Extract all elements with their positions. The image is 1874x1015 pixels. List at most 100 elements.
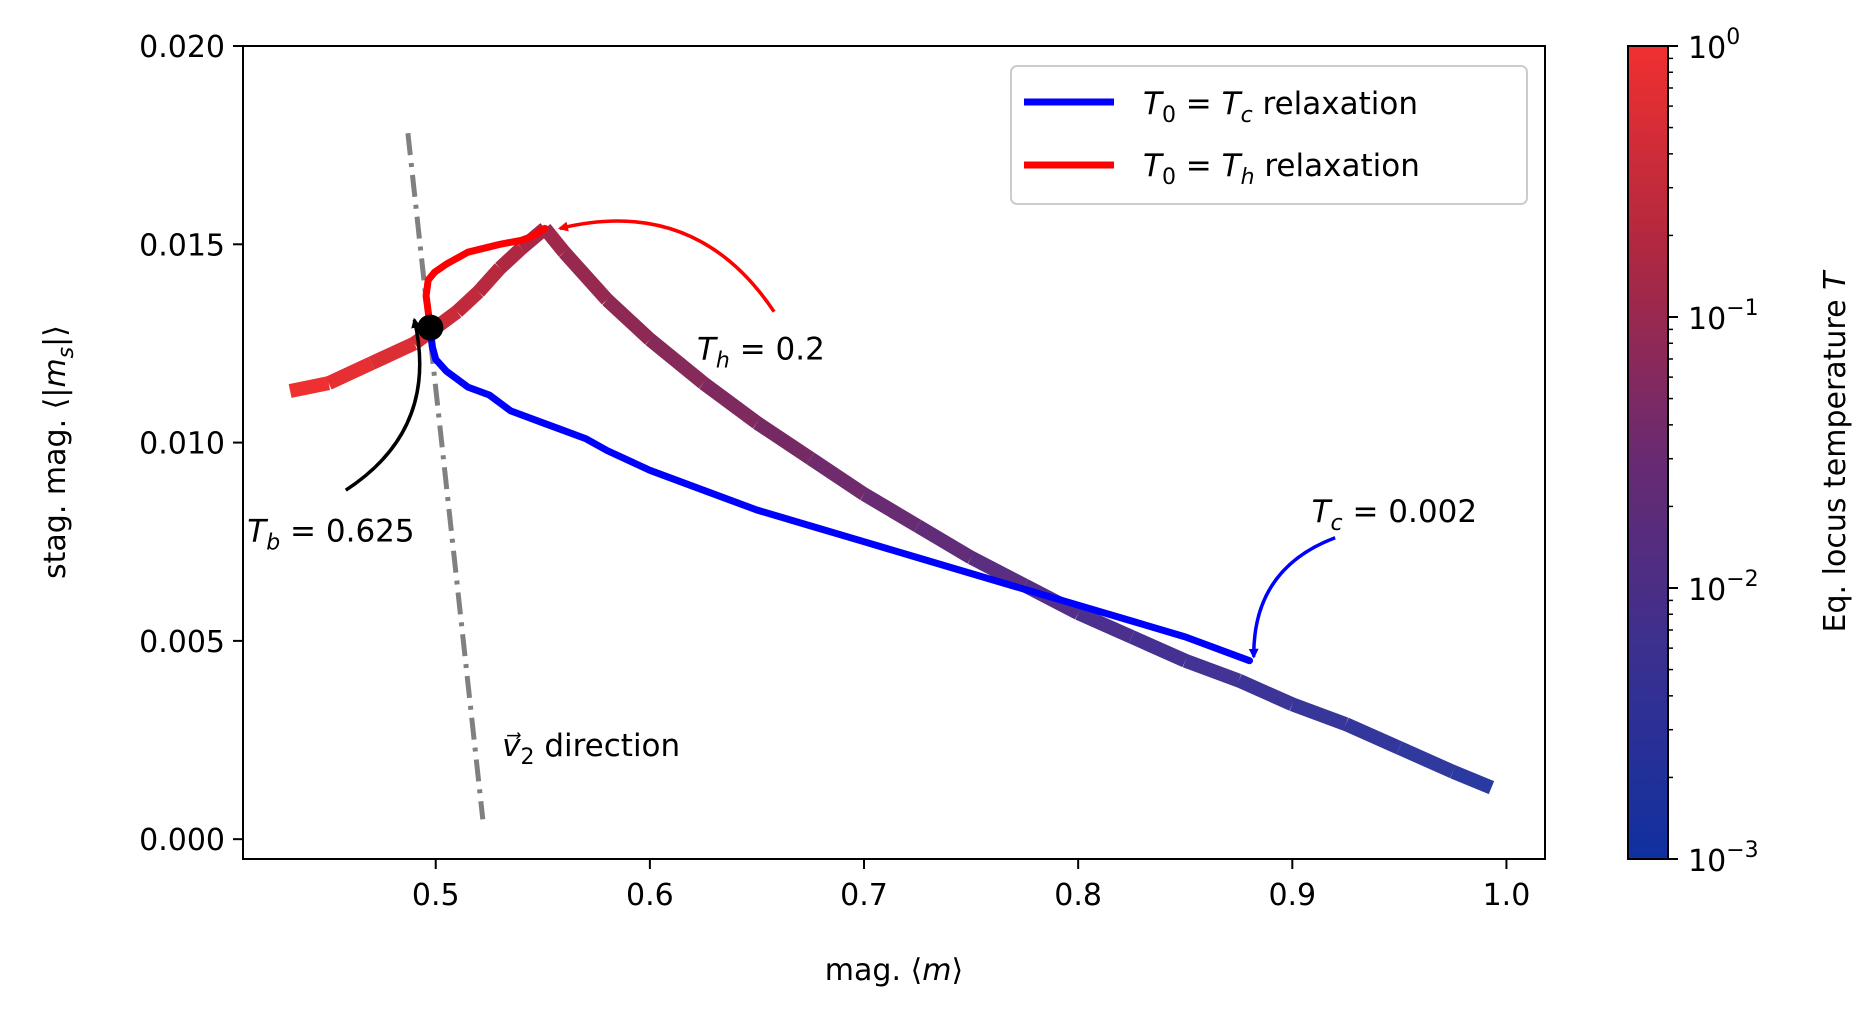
- legend-label-th: T0 = Th relaxation: [1143, 148, 1420, 190]
- eq-locus-segment-12: [645, 334, 708, 389]
- y-tick-label-0: 0.000: [139, 823, 225, 858]
- ylabel-close: |⟩: [38, 325, 73, 347]
- ylabel-var: m: [38, 358, 73, 387]
- xlabel-text: mag. ⟨: [825, 953, 922, 988]
- eq-locus-segment-23: [1235, 674, 1296, 711]
- legend: T0 = Tc relaxation T0 = Th relaxation: [1010, 65, 1528, 205]
- colorbar-tick-exp-3: −3: [1726, 838, 1758, 863]
- x-axis-label: mag. ⟨m⟩: [825, 953, 963, 988]
- v2-direction-line: [405, 132, 486, 820]
- annotation-th-value: = 0.2: [730, 331, 825, 367]
- y-axis-label: stag. mag. ⟨|ms|⟩: [38, 325, 79, 579]
- annotation-label-tb: Tb = 0.625: [247, 514, 414, 556]
- y-tick-label-1: 0.005: [139, 625, 225, 660]
- v2-label-rest: direction: [534, 728, 680, 764]
- colorbar-label-var: T: [1818, 269, 1853, 290]
- eq-locus-segment-26: [1396, 741, 1456, 779]
- x-axis-ticks: 0.5 0.6 0.7 0.8 0.9 1.0: [412, 859, 1530, 913]
- legend-tc-sub0: 0: [1162, 103, 1176, 128]
- tb-marker: [417, 314, 444, 341]
- series-line-th: [422, 224, 549, 332]
- eq-locus-segment-18: [967, 551, 1028, 592]
- legend-tc-var2: T: [1222, 86, 1243, 122]
- annotation-arrow-tc: [1248, 536, 1336, 659]
- colorbar-tick-base-2: 10: [1688, 573, 1726, 608]
- eq-locus-segment-24: [1289, 697, 1349, 731]
- colorbar-tick-label-3: 10−3: [1688, 838, 1759, 879]
- legend-th-rest: relaxation: [1255, 148, 1420, 184]
- y-tick-label-2: 0.010: [139, 427, 225, 462]
- legend-th-var: T: [1143, 148, 1164, 184]
- legend-tc-sub: c: [1241, 103, 1253, 128]
- x-tick-label-3: 0.8: [1054, 878, 1102, 913]
- eq-locus-segment-25: [1343, 717, 1403, 755]
- annotation-tc-sub: c: [1331, 511, 1343, 536]
- eq-locus-segment-17: [913, 519, 975, 564]
- eq-locus-segment-14: [753, 416, 815, 465]
- annotation-th-var: T: [697, 331, 718, 367]
- colorbar-tick-exp-1: −1: [1726, 296, 1758, 321]
- colorbar-tick-exp-2: −2: [1726, 567, 1758, 592]
- eq-locus-segment-6: [473, 263, 506, 297]
- legend-tc-rest: relaxation: [1253, 86, 1418, 122]
- eq-locus-segment-27: [1450, 765, 1495, 795]
- eq-locus-segment-7: [495, 243, 527, 274]
- legend-tc-eq: =: [1176, 86, 1222, 122]
- y-tick-label-3: 0.015: [139, 228, 225, 263]
- eq-locus-segment-20: [1075, 606, 1135, 644]
- colorbar-fill: [1627, 45, 1669, 860]
- v2-label-sub: 2: [520, 745, 534, 770]
- colorbar-label: Eq. locus temperature T: [1818, 269, 1853, 633]
- x-tick-label-1: 0.6: [626, 878, 674, 913]
- legend-box: [1010, 65, 1528, 205]
- legend-tc-var: T: [1143, 86, 1164, 122]
- eq-locus-segment-13: [699, 377, 762, 429]
- colorbar-tick-label-2: 10−2: [1688, 567, 1759, 608]
- eq-locus-segment-22: [1182, 654, 1242, 688]
- eq-locus-segment-1: [325, 356, 375, 390]
- annotation-tb-value: = 0.625: [280, 514, 414, 550]
- eq-locus-segment-15: [806, 452, 868, 500]
- annotation-tc-var: T: [1312, 494, 1333, 530]
- eq-locus-segment-10: [559, 247, 613, 305]
- annotation-arrow-th: [557, 219, 776, 313]
- eq-locus-segment-21: [1128, 630, 1189, 668]
- eq-locus-segment-0: [288, 376, 331, 398]
- x-tick-label-4: 0.9: [1268, 878, 1316, 913]
- x-tick-label-2: 0.7: [840, 878, 888, 913]
- colorbar-tick-base-0: 10: [1688, 31, 1726, 66]
- annotation-tb-sub: b: [266, 531, 280, 556]
- eq-locus-segment-16: [860, 488, 922, 532]
- legend-th-eq: =: [1176, 148, 1222, 184]
- y-tick-label-4: 0.020: [139, 30, 225, 65]
- xlabel-close: ⟩: [951, 953, 963, 988]
- annotation-label-tc: Tc = 0.002: [1312, 494, 1477, 536]
- x-tick-label-0: 0.5: [412, 878, 460, 913]
- legend-th-sub0: 0: [1162, 165, 1176, 190]
- colorbar-tick-base-3: 10: [1688, 844, 1726, 879]
- legend-th-sub: h: [1241, 165, 1255, 190]
- series-line-tc: [426, 328, 1253, 665]
- legend-th-var2: T: [1222, 148, 1243, 184]
- colorbar-tick-exp-0: 0: [1726, 25, 1740, 50]
- v2-direction-label: v⃗2 direction: [502, 728, 680, 770]
- colorbar-tick-base-1: 10: [1688, 302, 1726, 337]
- x-tick-label-5: 1.0: [1483, 878, 1531, 913]
- v2-label-vec: v⃗: [502, 728, 522, 764]
- annotation-th-sub: h: [716, 348, 730, 373]
- eq-locus-segment-11: [602, 294, 655, 345]
- colorbar-tick-label-1: 10−1: [1688, 296, 1759, 337]
- colorbar-tick-label-0: 100: [1688, 25, 1740, 66]
- plot-frame: [242, 45, 1546, 860]
- eq-locus-segment-5: [452, 286, 484, 317]
- eq-locus-segment-9: [539, 224, 570, 257]
- ylabel-sub: s: [54, 347, 79, 358]
- y-axis-ticks: 0.000 0.005 0.010 0.015 0.020: [139, 30, 243, 858]
- xlabel-var: m: [922, 953, 951, 988]
- eq-locus-segment-2: [368, 337, 418, 370]
- annotation-label-th: Th = 0.2: [697, 331, 825, 373]
